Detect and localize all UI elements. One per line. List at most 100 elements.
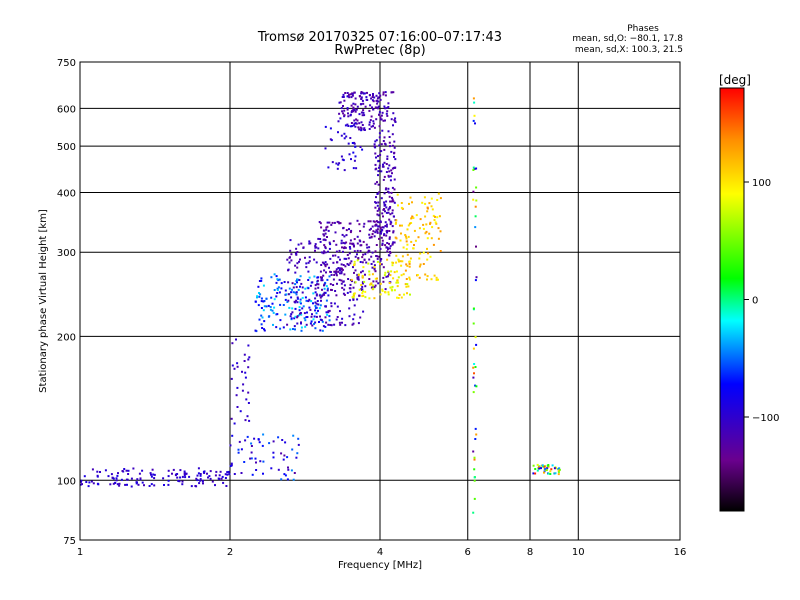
data-point [437, 192, 440, 195]
data-point [260, 277, 263, 280]
data-point [302, 305, 305, 308]
data-point [259, 460, 262, 463]
data-point [391, 289, 394, 292]
data-point [329, 243, 332, 246]
data-point [315, 293, 318, 296]
data-point [379, 118, 382, 121]
data-point [199, 478, 202, 481]
data-point [276, 292, 279, 294]
data-point [411, 201, 413, 204]
data-point [297, 443, 300, 446]
data-point [339, 101, 342, 104]
data-point [293, 317, 296, 320]
data-point [288, 306, 291, 309]
x-tick-label: 10 [572, 547, 585, 558]
data-point [435, 278, 438, 281]
data-point [348, 307, 351, 310]
data-point [377, 183, 380, 186]
data-point [397, 297, 400, 299]
data-point [321, 276, 323, 279]
data-point [412, 217, 415, 219]
data-point [370, 286, 373, 289]
data-point [111, 476, 114, 479]
data-point [410, 222, 413, 224]
data-point [331, 161, 334, 164]
data-point [389, 206, 392, 208]
data-point [337, 256, 340, 259]
x-tick-label: 2 [227, 547, 233, 558]
data-point [354, 155, 357, 158]
data-point [334, 290, 337, 292]
data-point [321, 288, 323, 291]
data-point [273, 289, 276, 291]
data-point [112, 482, 115, 485]
data-point [370, 282, 373, 285]
data-point [543, 465, 546, 468]
data-point [314, 305, 317, 307]
data-point [340, 270, 343, 273]
data-point [240, 448, 243, 451]
data-point [532, 472, 535, 475]
data-point [148, 485, 151, 487]
data-point [370, 115, 373, 118]
data-point [276, 278, 279, 281]
data-point [150, 475, 153, 478]
data-point [392, 231, 395, 234]
data-point [534, 468, 537, 470]
data-point [392, 230, 395, 233]
data-point [323, 229, 326, 232]
data-point [308, 276, 311, 279]
data-point [353, 250, 356, 253]
data-point [422, 227, 425, 230]
data-point [388, 282, 391, 284]
data-point [321, 320, 324, 323]
data-point [291, 288, 293, 291]
data-point [473, 168, 476, 170]
data-point [260, 307, 263, 309]
data-point [298, 306, 301, 309]
data-point [401, 260, 404, 263]
data-point [347, 257, 350, 260]
data-point [214, 484, 216, 487]
data-point [258, 280, 261, 282]
data-point [321, 279, 324, 282]
data-point [378, 208, 381, 211]
data-point [374, 224, 377, 227]
data-point [316, 300, 319, 302]
data-point [319, 318, 322, 321]
data-point [359, 240, 362, 243]
data-point [314, 291, 317, 294]
data-point [333, 274, 336, 276]
data-point [391, 285, 394, 288]
data-point [221, 475, 224, 478]
data-point [336, 316, 339, 318]
data-point [372, 287, 375, 290]
data-point [297, 243, 300, 246]
data-point [384, 221, 387, 224]
data-point [349, 247, 352, 250]
data-point [361, 282, 364, 285]
data-point [324, 245, 327, 248]
data-point [342, 250, 344, 253]
data-point [196, 479, 199, 482]
data-point [167, 475, 170, 478]
data-point [334, 254, 337, 257]
data-point [294, 307, 297, 310]
data-point [382, 165, 385, 168]
data-point [393, 188, 396, 191]
data-point [354, 122, 357, 125]
data-point [198, 482, 201, 485]
data-point [383, 136, 386, 139]
data-point [295, 291, 298, 294]
data-point [400, 206, 403, 209]
data-point [424, 215, 427, 218]
data-point [295, 280, 298, 282]
data-point [335, 162, 338, 165]
data-point [358, 113, 361, 116]
data-point [296, 266, 299, 269]
data-point [435, 276, 438, 279]
data-point [197, 467, 200, 470]
data-point [540, 467, 542, 470]
data-point [397, 281, 400, 284]
data-point [383, 192, 386, 195]
